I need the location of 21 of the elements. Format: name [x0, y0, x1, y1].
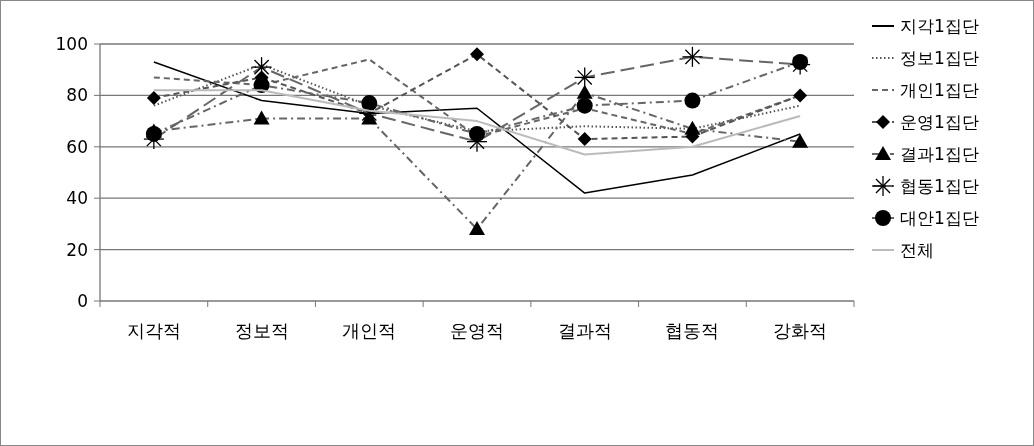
y-tick-label: 20 — [66, 239, 88, 260]
y-tick-label: 100 — [55, 33, 88, 54]
legend-label: 대안1집단 — [900, 207, 979, 228]
legend-label: 전체 — [900, 239, 934, 260]
y-tick-label: 60 — [66, 136, 88, 157]
legend-label: 정보1집단 — [900, 47, 979, 68]
x-tick-label: 정보적 — [234, 320, 289, 341]
y-tick-label: 80 — [66, 85, 88, 106]
x-tick-label: 협동적 — [665, 320, 720, 341]
x-tick-label: 결과적 — [557, 320, 612, 341]
legend-label: 협동1집단 — [900, 175, 979, 196]
x-tick-label: 지각적 — [126, 320, 181, 341]
x-tick-label: 강화적 — [773, 320, 828, 341]
y-tick-label: 0 — [77, 290, 88, 311]
legend-label: 지각1집단 — [900, 15, 979, 36]
legend-label: 결과1집단 — [900, 143, 979, 164]
legend-label: 운영1집단 — [900, 111, 979, 132]
x-tick-label: 개인적 — [342, 320, 397, 341]
x-tick-label: 운영적 — [450, 320, 504, 341]
legend-label: 개인1집단 — [900, 79, 979, 100]
y-tick-label: 40 — [66, 188, 88, 209]
